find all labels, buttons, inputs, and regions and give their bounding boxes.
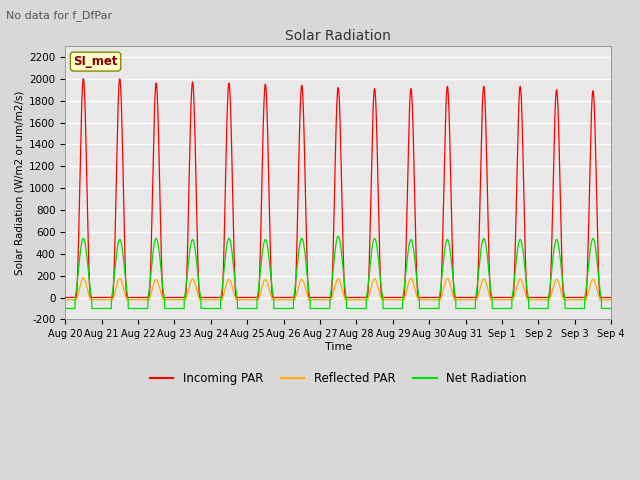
Text: No data for f_DfPar: No data for f_DfPar (6, 10, 113, 21)
Legend: Incoming PAR, Reflected PAR, Net Radiation: Incoming PAR, Reflected PAR, Net Radiati… (145, 368, 531, 390)
X-axis label: Time: Time (324, 342, 352, 352)
Y-axis label: Solar Radiation (W/m2 or um/m2/s): Solar Radiation (W/m2 or um/m2/s) (15, 91, 25, 275)
Text: SI_met: SI_met (74, 55, 118, 68)
Title: Solar Radiation: Solar Radiation (285, 29, 391, 43)
